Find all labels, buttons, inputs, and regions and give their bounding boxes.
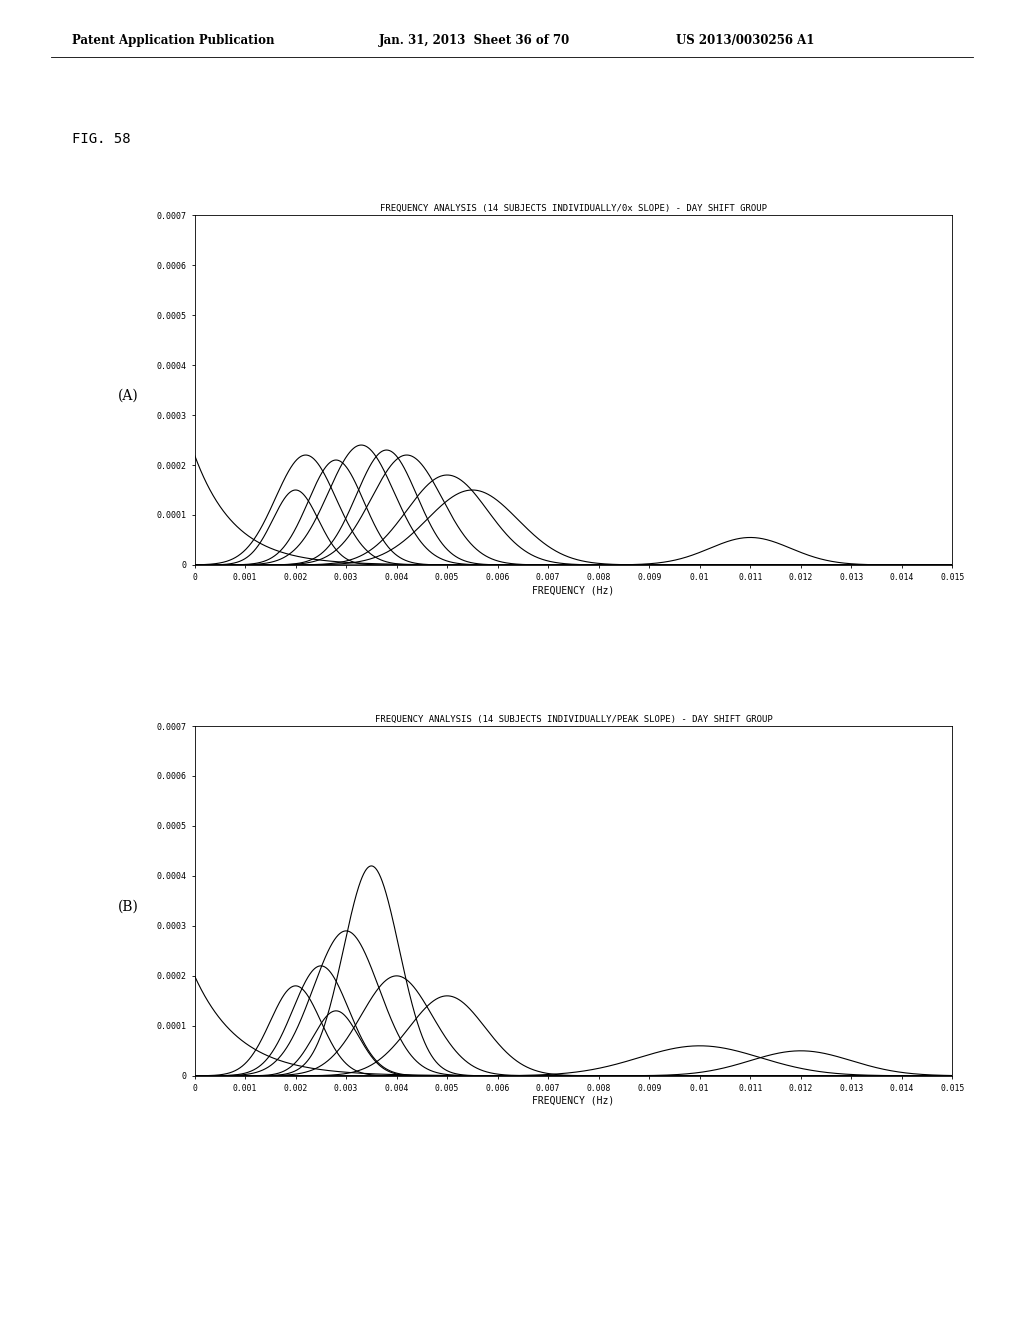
Title: FREQUENCY ANALYSIS (14 SUBJECTS INDIVIDUALLY/PEAK SLOPE) - DAY SHIFT GROUP: FREQUENCY ANALYSIS (14 SUBJECTS INDIVIDU… [375,715,772,723]
Text: Jan. 31, 2013  Sheet 36 of 70: Jan. 31, 2013 Sheet 36 of 70 [379,34,570,48]
Text: FIG. 58: FIG. 58 [72,132,130,147]
Text: US 2013/0030256 A1: US 2013/0030256 A1 [676,34,814,48]
X-axis label: FREQUENCY (Hz): FREQUENCY (Hz) [532,1096,614,1106]
Title: FREQUENCY ANALYSIS (14 SUBJECTS INDIVIDUALLY/0x SLOPE) - DAY SHIFT GROUP: FREQUENCY ANALYSIS (14 SUBJECTS INDIVIDU… [380,205,767,213]
Text: (A): (A) [118,389,138,403]
Text: (B): (B) [118,900,138,913]
X-axis label: FREQUENCY (Hz): FREQUENCY (Hz) [532,585,614,595]
Text: Patent Application Publication: Patent Application Publication [72,34,274,48]
